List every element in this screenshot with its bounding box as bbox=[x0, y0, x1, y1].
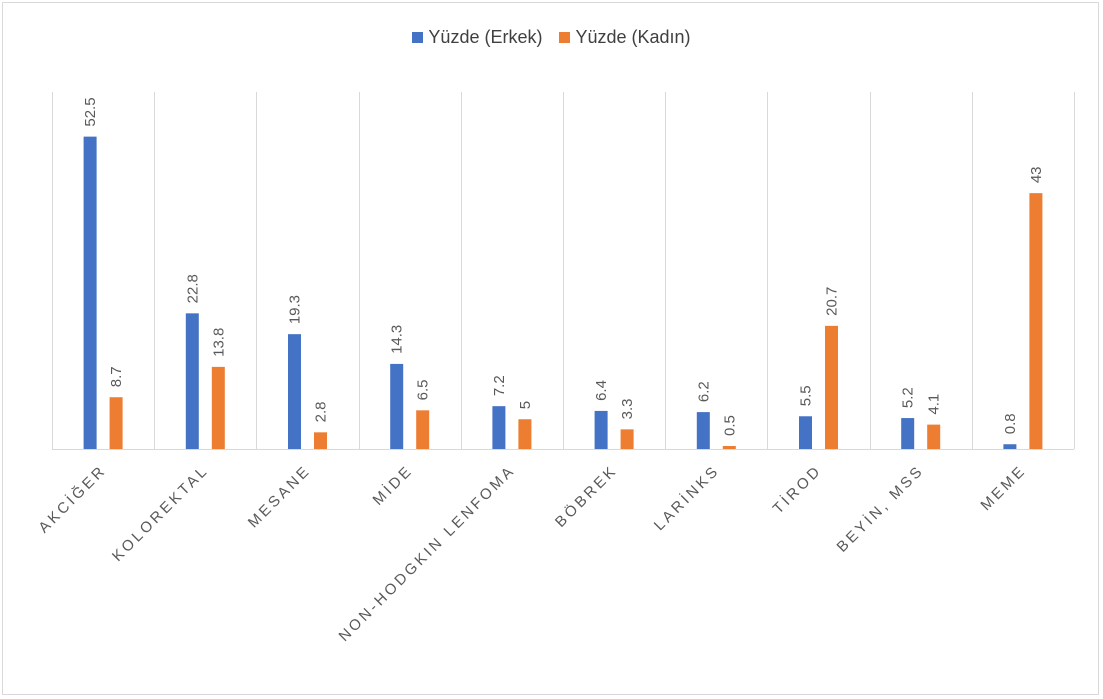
data-label: 19.3 bbox=[287, 295, 304, 324]
data-label: 4.1 bbox=[926, 394, 943, 415]
x-tick-label: LARİNKS bbox=[650, 461, 723, 534]
x-tick-label: MESANE bbox=[245, 462, 315, 532]
legend-label-erkek: Yüzde (Erkek) bbox=[428, 27, 543, 47]
legend-item-kadin: Yüzde (Kadın) bbox=[559, 27, 691, 48]
bar bbox=[83, 136, 97, 449]
data-label: 6.2 bbox=[695, 381, 712, 402]
bar bbox=[620, 429, 634, 449]
x-tick-label: MİDE bbox=[369, 461, 417, 509]
bar bbox=[518, 419, 532, 449]
bar bbox=[722, 446, 736, 449]
bar bbox=[492, 406, 506, 449]
bar bbox=[109, 397, 123, 449]
bar bbox=[185, 313, 199, 449]
data-label: 22.8 bbox=[184, 274, 201, 303]
x-tick-label: AKCİĞER bbox=[35, 461, 110, 536]
data-label: 20.7 bbox=[824, 287, 841, 316]
x-tick-label: KOLOREKTAL bbox=[109, 462, 212, 565]
x-tick-label: BÖBREK bbox=[551, 461, 621, 531]
bar bbox=[1003, 444, 1017, 449]
bar bbox=[211, 366, 225, 449]
x-tick-label: MEME bbox=[977, 462, 1029, 514]
bar bbox=[416, 410, 430, 449]
data-label: 5 bbox=[517, 401, 534, 409]
data-label: 43 bbox=[1028, 166, 1045, 183]
data-label: 3.3 bbox=[619, 399, 636, 420]
data-label: 0.8 bbox=[1002, 413, 1019, 434]
data-label: 6.4 bbox=[593, 380, 610, 401]
x-tick-label: NON-HODGKIN LENFOMA bbox=[336, 462, 519, 645]
legend-label-kadin: Yüzde (Kadın) bbox=[575, 27, 691, 47]
data-label: 0.5 bbox=[721, 415, 738, 436]
bar bbox=[314, 432, 327, 449]
data-label: 52.5 bbox=[82, 97, 99, 126]
data-label: 13.8 bbox=[210, 328, 227, 357]
data-label: 14.3 bbox=[389, 325, 406, 354]
x-tick-label: TİROD bbox=[769, 461, 825, 517]
data-label: 6.5 bbox=[415, 379, 432, 400]
bar bbox=[390, 363, 404, 449]
bar bbox=[825, 325, 838, 449]
chart-legend: Yüzde (Erkek) Yüzde (Kadın) bbox=[0, 27, 1103, 48]
bar bbox=[927, 424, 941, 449]
bar bbox=[288, 334, 301, 449]
bar bbox=[696, 412, 710, 449]
legend-swatch-kadin bbox=[559, 32, 571, 43]
data-label: 5.2 bbox=[900, 387, 917, 408]
data-label: 5.5 bbox=[798, 385, 815, 406]
legend-swatch-erkek bbox=[412, 32, 424, 43]
data-label: 7.2 bbox=[491, 375, 508, 396]
bar bbox=[594, 410, 608, 449]
x-tick-label: BEYİN, MSS bbox=[833, 461, 928, 556]
data-label: 8.7 bbox=[108, 366, 125, 387]
bar bbox=[901, 418, 915, 449]
legend-item-erkek: Yüzde (Erkek) bbox=[412, 27, 542, 48]
bar bbox=[1029, 193, 1043, 449]
data-label: 2.8 bbox=[313, 401, 330, 422]
bar bbox=[799, 416, 812, 449]
